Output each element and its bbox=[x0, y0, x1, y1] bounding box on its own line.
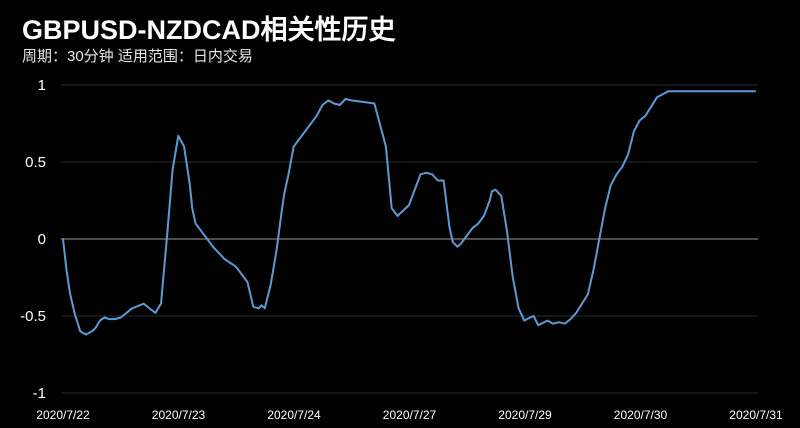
correlation-series-line bbox=[62, 90, 756, 336]
x-tick-label: 2020/7/30 bbox=[614, 408, 668, 422]
chart-title: GBPUSD-NZDCAD相关性历史 bbox=[22, 15, 396, 45]
y-tick-label: -1 bbox=[33, 385, 46, 402]
x-axis-ticks: 2020/7/22 2020/7/23 2020/7/24 2020/7/27 2020… bbox=[36, 408, 783, 422]
y-tick-label: 0 bbox=[38, 231, 46, 248]
x-tick-label: 2020/7/23 bbox=[152, 408, 206, 422]
y-tick-label: 1 bbox=[38, 77, 46, 94]
y-tick-label: -0.5 bbox=[20, 308, 46, 325]
x-tick-label: 2020/7/29 bbox=[498, 408, 552, 422]
x-tick-label: 2020/7/24 bbox=[267, 408, 321, 422]
y-axis-ticks: 1 0.5 0 -0.5 -1 bbox=[20, 77, 46, 402]
x-tick-label: 2020/7/31 bbox=[729, 408, 783, 422]
x-tick-label: 2020/7/27 bbox=[383, 408, 437, 422]
x-tick-label: 2020/7/22 bbox=[36, 408, 90, 422]
chart-subtitle: 周期：30分钟 适用范围：日内交易 bbox=[22, 48, 253, 65]
y-tick-label: 0.5 bbox=[25, 154, 46, 171]
series-layer bbox=[62, 90, 756, 336]
grid-lines bbox=[61, 84, 758, 394]
